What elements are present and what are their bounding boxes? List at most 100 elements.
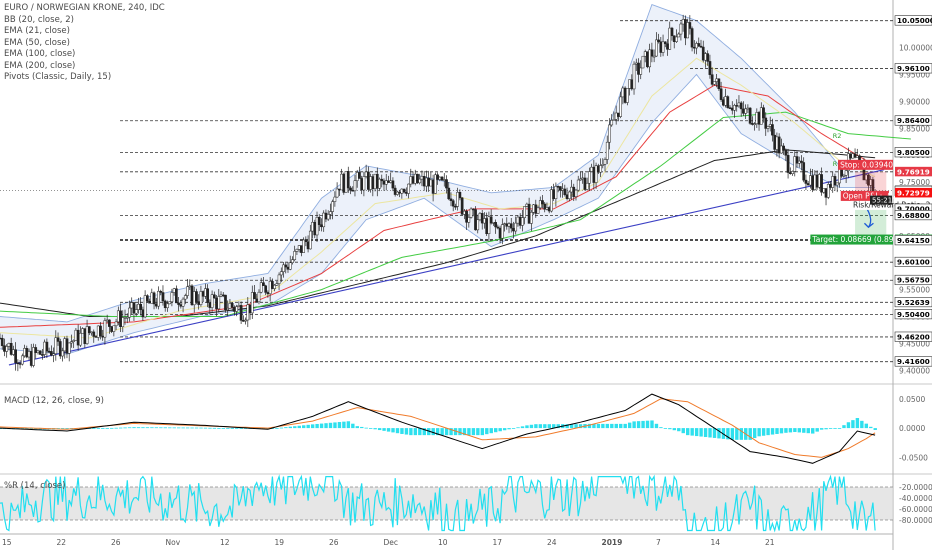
macd-histogram-bar bbox=[355, 426, 359, 429]
candle-body bbox=[279, 271, 283, 276]
time-tick-label: 12 bbox=[220, 538, 230, 547]
candle-body bbox=[570, 186, 573, 193]
macd-histogram-bar bbox=[605, 423, 610, 429]
candle-body bbox=[730, 107, 734, 111]
candle-body bbox=[480, 213, 484, 224]
candle-body bbox=[402, 188, 406, 193]
price-tick-label: 9.45000 bbox=[899, 339, 930, 348]
macd-histogram-bar bbox=[757, 428, 761, 437]
time-tick-label: 24 bbox=[547, 538, 557, 547]
indicator-legend: EURO / NORWEGIAN KRONE, 240, IDC BB (20,… bbox=[4, 3, 165, 84]
candle-body bbox=[351, 189, 355, 192]
candle-body bbox=[103, 320, 107, 338]
candle-body bbox=[27, 351, 31, 358]
candle-body bbox=[293, 251, 297, 260]
candle-body bbox=[753, 123, 756, 126]
candle-body bbox=[183, 295, 187, 300]
candle-body bbox=[311, 221, 314, 232]
candle-body bbox=[494, 222, 497, 228]
chart-title: EURO / NORWEGIAN KRONE, 240, IDC bbox=[4, 3, 165, 13]
candle-body bbox=[610, 120, 614, 126]
candle-body bbox=[96, 325, 100, 338]
macd-histogram-bar bbox=[212, 427, 217, 429]
macd-histogram-bar bbox=[846, 422, 851, 429]
macd-histogram-bar bbox=[440, 428, 444, 436]
candle-body bbox=[255, 298, 259, 303]
candle-body bbox=[20, 355, 24, 365]
macd-histogram-bar bbox=[529, 424, 534, 429]
target-label: Target: 0.08669 (0.89%) 866.9, Am bbox=[811, 235, 932, 244]
macd-histogram-bar bbox=[681, 428, 685, 434]
price-level-tag-bg bbox=[894, 297, 932, 308]
candle-body bbox=[514, 222, 518, 232]
candle-body bbox=[596, 165, 600, 173]
candle-body bbox=[599, 165, 602, 173]
macd-histogram-bar bbox=[275, 428, 279, 429]
candle-body bbox=[56, 337, 60, 342]
macd-title: MACD (12, 26, close, 9) bbox=[4, 396, 104, 406]
candle-body bbox=[190, 285, 194, 306]
candle-body bbox=[208, 302, 212, 308]
candle-body bbox=[442, 179, 446, 181]
candle-body bbox=[621, 87, 625, 98]
macd-histogram-bar bbox=[337, 422, 342, 429]
candle-body bbox=[853, 153, 857, 158]
candle-body bbox=[695, 43, 698, 49]
macd-histogram-bar bbox=[476, 428, 480, 436]
candle-body bbox=[668, 27, 672, 50]
candle-body bbox=[449, 198, 453, 201]
candle-body bbox=[320, 224, 323, 228]
candle-body bbox=[331, 201, 334, 212]
macd-histogram-bar bbox=[788, 428, 793, 433]
macd-histogram-bar bbox=[230, 428, 234, 429]
candle-body bbox=[737, 102, 741, 107]
candle-body bbox=[23, 348, 26, 357]
candle-body bbox=[291, 259, 294, 263]
macd-histogram-bar bbox=[368, 428, 373, 429]
macd-histogram-bar bbox=[726, 428, 730, 440]
price-tick-label: 9.40000 bbox=[899, 366, 930, 375]
candle-body bbox=[733, 105, 736, 111]
macd-histogram-bar bbox=[650, 420, 654, 429]
candle-body bbox=[485, 218, 489, 234]
candle-body bbox=[204, 288, 207, 297]
candle-body bbox=[433, 174, 437, 194]
candle-body bbox=[54, 337, 58, 354]
candle-body bbox=[583, 177, 587, 190]
candle-body bbox=[92, 331, 96, 337]
candle-body bbox=[241, 320, 245, 322]
candle-body bbox=[521, 217, 524, 226]
candle-body bbox=[431, 179, 435, 194]
candle-body bbox=[85, 326, 89, 344]
macd-histogram-bar bbox=[422, 428, 426, 436]
macd-histogram-bar bbox=[672, 428, 677, 431]
candle-body bbox=[342, 173, 346, 193]
candle-body bbox=[661, 41, 665, 53]
candle-body bbox=[34, 347, 38, 353]
price-tick-label: 9.95000 bbox=[899, 70, 930, 79]
wr-title: %R (14, close) bbox=[4, 481, 66, 491]
candle-body bbox=[119, 310, 122, 327]
macd-histogram-bar bbox=[25, 428, 29, 430]
candle-body bbox=[197, 301, 201, 305]
candle-body bbox=[188, 285, 192, 288]
macd-histogram-bar bbox=[288, 426, 293, 429]
candle-body bbox=[456, 191, 460, 207]
macd-histogram-bar bbox=[427, 428, 431, 436]
candle-body bbox=[166, 303, 169, 309]
macd-line bbox=[0, 393, 876, 464]
macd-histogram-bar bbox=[833, 428, 837, 429]
macd-histogram-bar bbox=[203, 427, 208, 429]
macd-histogram-bar bbox=[699, 428, 703, 437]
macd-histogram-bar bbox=[873, 428, 877, 430]
candle-body bbox=[806, 183, 810, 186]
macd-histogram-bar bbox=[717, 428, 721, 439]
candle-body bbox=[65, 338, 69, 354]
candle-body bbox=[94, 336, 98, 338]
candle-body bbox=[574, 189, 578, 197]
candle-body bbox=[128, 307, 131, 318]
candle-body bbox=[344, 171, 348, 193]
rr-label: Risk/Reward Ratio: 2. bbox=[853, 200, 932, 209]
